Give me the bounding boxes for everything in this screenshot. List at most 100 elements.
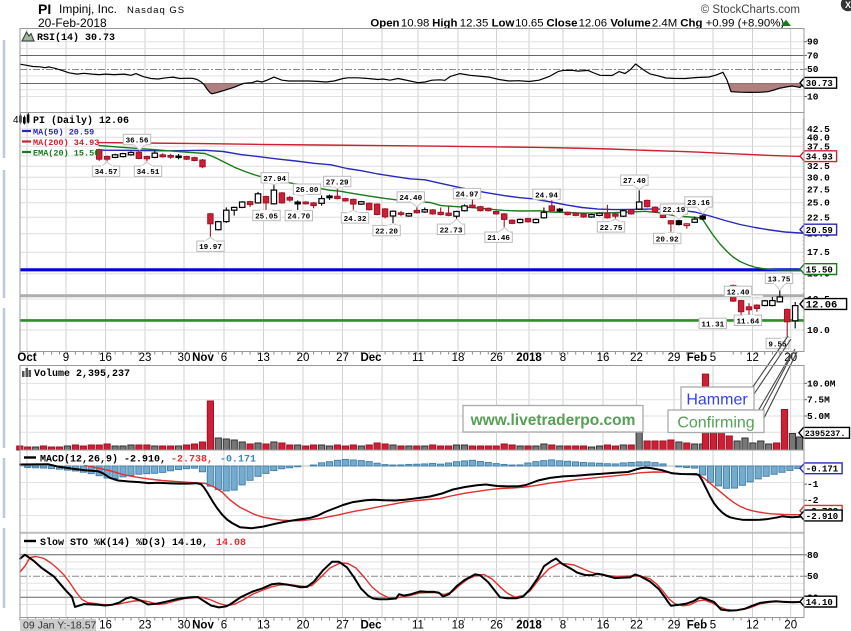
svg-text:6: 6	[221, 620, 227, 631]
svg-text:12.35: 12.35	[460, 18, 489, 30]
svg-text:5: 5	[710, 620, 716, 631]
svg-text:24.32: 24.32	[344, 216, 367, 224]
svg-text:22.73: 22.73	[440, 227, 463, 235]
svg-text:19.97: 19.97	[199, 244, 222, 252]
svg-text:20: 20	[297, 352, 310, 364]
svg-text:26: 26	[490, 620, 503, 631]
svg-text:29: 29	[668, 620, 681, 631]
svg-text:Hammer: Hammer	[686, 392, 748, 409]
svg-text:34.93: 34.93	[806, 153, 833, 163]
svg-text:+0.99 (+8.90%): +0.99 (+8.90%)	[706, 18, 785, 30]
svg-text:EMA(20) 15.50: EMA(20) 15.50	[33, 149, 99, 159]
svg-text:Impinj, Inc.: Impinj, Inc.	[59, 2, 117, 16]
svg-text:Oct: Oct	[17, 352, 36, 364]
svg-text:Volume 2,395,237: Volume 2,395,237	[34, 368, 130, 380]
svg-text:23: 23	[139, 620, 152, 631]
svg-text:Confirming: Confirming	[677, 415, 754, 432]
svg-text:5: 5	[710, 352, 716, 364]
svg-text:Chg: Chg	[680, 18, 702, 30]
svg-text:12.40: 12.40	[727, 289, 750, 297]
svg-text:27.94: 27.94	[263, 176, 286, 184]
svg-text:11.64: 11.64	[737, 318, 760, 326]
svg-text:Dec: Dec	[360, 352, 382, 364]
svg-text:10.0: 10.0	[807, 325, 830, 336]
svg-text:27.5: 27.5	[807, 184, 830, 195]
svg-text:15.50: 15.50	[806, 266, 833, 276]
svg-text:18: 18	[452, 352, 465, 364]
svg-text:23: 23	[139, 352, 152, 364]
svg-text:Open: Open	[370, 18, 399, 30]
svg-text:10.0M: 10.0M	[807, 378, 836, 389]
svg-text:PI: PI	[38, 1, 51, 17]
svg-text:Low: Low	[492, 18, 515, 30]
svg-text:22.5: 22.5	[807, 212, 830, 223]
svg-text:8: 8	[560, 352, 566, 364]
svg-text:25.05: 25.05	[255, 214, 278, 222]
svg-text:27: 27	[336, 352, 349, 364]
svg-text:X: X	[845, 0, 851, 10]
svg-text:27.29: 27.29	[326, 180, 349, 188]
svg-text:24.40: 24.40	[399, 195, 422, 203]
svg-text:8: 8	[560, 620, 566, 631]
svg-text:-2.738,: -2.738,	[171, 455, 213, 466]
svg-text:25.0: 25.0	[807, 198, 830, 209]
svg-text:80: 80	[807, 550, 819, 561]
svg-text:Dec: Dec	[360, 620, 382, 631]
svg-text:22.20: 22.20	[375, 229, 398, 237]
svg-text:34.51: 34.51	[137, 169, 160, 177]
svg-text:22.75: 22.75	[600, 225, 623, 233]
svg-text:10: 10	[807, 92, 819, 103]
svg-text:20-Feb-2018: 20-Feb-2018	[38, 16, 107, 30]
svg-text:16: 16	[99, 620, 112, 631]
svg-text:5.0M: 5.0M	[807, 411, 830, 422]
svg-text:12: 12	[746, 620, 759, 631]
svg-text:09 Jan Y:-18.57: 09 Jan Y:-18.57	[23, 620, 97, 631]
svg-text:Nasdaq GS: Nasdaq GS	[127, 5, 185, 16]
svg-text:16: 16	[597, 620, 610, 631]
svg-text:17.5: 17.5	[807, 247, 830, 258]
svg-text:21.46: 21.46	[487, 235, 510, 243]
svg-text:30.73: 30.73	[806, 79, 833, 89]
svg-text:Close: Close	[546, 18, 577, 30]
svg-text:70: 70	[807, 50, 819, 61]
svg-text:2018: 2018	[516, 620, 542, 631]
svg-text:12: 12	[746, 352, 759, 364]
svg-text:50: 50	[807, 64, 819, 75]
svg-text:7.5M: 7.5M	[807, 395, 830, 406]
svg-text:PI (Daily) 12.06: PI (Daily) 12.06	[33, 115, 129, 127]
svg-text:12.06: 12.06	[579, 18, 608, 30]
svg-text:34.57: 34.57	[95, 169, 118, 177]
svg-text:22: 22	[630, 352, 643, 364]
svg-text:22: 22	[630, 620, 643, 631]
svg-text:30: 30	[178, 620, 191, 631]
svg-text:9: 9	[63, 352, 69, 364]
svg-text:27.40: 27.40	[623, 178, 646, 186]
svg-text:13.75: 13.75	[768, 276, 791, 284]
svg-text:24.97: 24.97	[456, 192, 479, 200]
svg-text:-1: -1	[807, 479, 819, 490]
svg-text:13: 13	[257, 620, 270, 631]
svg-text:40.0: 40.0	[807, 132, 830, 143]
svg-text:32.5: 32.5	[807, 161, 830, 172]
svg-text:37.5: 37.5	[807, 141, 830, 152]
svg-text:MA(50) 20.59: MA(50) 20.59	[33, 128, 94, 138]
svg-text:24.70: 24.70	[287, 214, 310, 222]
svg-text:12.06: 12.06	[806, 299, 838, 311]
svg-text:www.livetraderpo.com: www.livetraderpo.com	[470, 412, 636, 429]
svg-text:6: 6	[221, 352, 227, 364]
svg-text:Feb: Feb	[687, 352, 707, 364]
svg-text:2395237.: 2395237.	[805, 429, 846, 439]
svg-text:30: 30	[178, 352, 191, 364]
svg-text:20.92: 20.92	[656, 237, 679, 245]
svg-text:Nov: Nov	[192, 352, 214, 364]
svg-text:30.0: 30.0	[807, 172, 830, 183]
svg-text:Feb: Feb	[687, 620, 707, 631]
svg-text:11.31: 11.31	[701, 321, 724, 329]
svg-text:27: 27	[336, 620, 349, 631]
svg-text:2018: 2018	[516, 352, 542, 364]
svg-text:20: 20	[297, 620, 310, 631]
svg-text:-2.910: -2.910	[806, 512, 838, 522]
svg-text:50: 50	[807, 571, 819, 582]
svg-text:10.65: 10.65	[515, 18, 544, 30]
svg-text:18: 18	[452, 620, 465, 631]
